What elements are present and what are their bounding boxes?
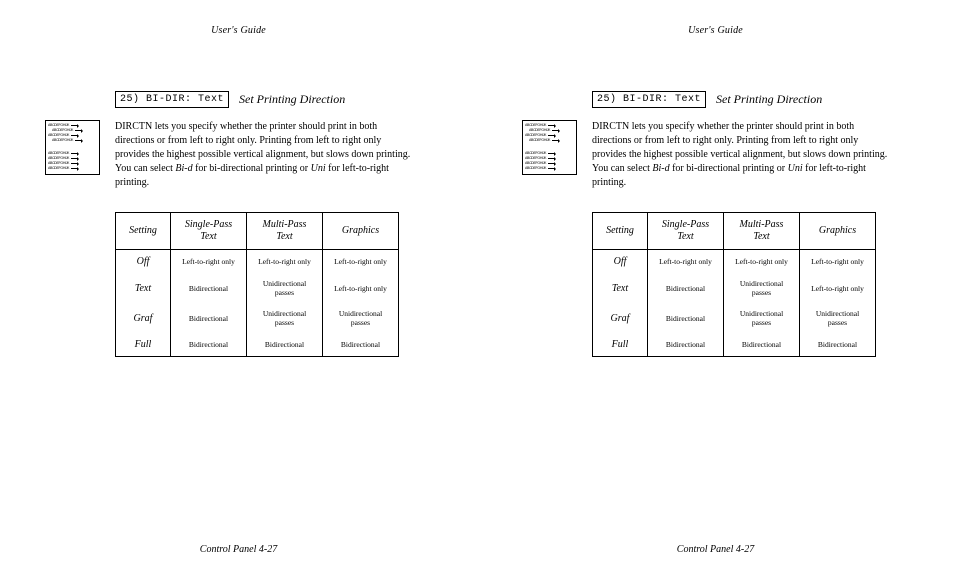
menu-code-box: 25) BI-DIR: Text: [592, 91, 706, 108]
settings-table: Setting Single-Pass Text Multi-Pass Text…: [115, 212, 399, 357]
description-paragraph: DIRCTN lets you specify whether the prin…: [592, 120, 892, 190]
section-heading-row: 25) BI-DIR: Text Set Printing Direction: [115, 91, 457, 108]
page-header: User's Guide: [20, 25, 457, 36]
page-footer: Control Panel 4-27: [0, 544, 477, 555]
col-graphics: Graphics: [323, 213, 399, 250]
section-heading-row: 25) BI-DIR: Text Set Printing Direction: [592, 91, 934, 108]
col-multi: Multi-Pass Text: [247, 213, 323, 250]
menu-code-box: 25) BI-DIR: Text: [115, 91, 229, 108]
print-direction-icon: ABCDEFGHIJK ABCDEFGHIJK ABCDEFGHIJK ABCD…: [45, 120, 100, 175]
settings-table: Setting Single-Pass Text Multi-Pass Text…: [592, 212, 876, 357]
section-title: Set Printing Direction: [716, 92, 822, 107]
col-graphics: Graphics: [800, 213, 876, 250]
table-row: Full Bidirectional Bidirectional Bidirec…: [593, 333, 876, 357]
table-row: Graf Bidirectional Unidirectional passes…: [116, 303, 399, 333]
table-header-row: Setting Single-Pass Text Multi-Pass Text…: [593, 213, 876, 250]
body-row: ABCDEFGHIJK ABCDEFGHIJK ABCDEFGHIJK ABCD…: [522, 120, 934, 190]
table-row: Full Bidirectional Bidirectional Bidirec…: [116, 333, 399, 357]
col-single: Single-Pass Text: [648, 213, 724, 250]
table-row: Off Left-to-right only Left-to-right onl…: [593, 250, 876, 274]
print-direction-icon: ABCDEFGHIJK ABCDEFGHIJK ABCDEFGHIJK ABCD…: [522, 120, 577, 175]
table-row: Off Left-to-right only Left-to-right onl…: [116, 250, 399, 274]
description-paragraph: DIRCTN lets you specify whether the prin…: [115, 120, 415, 190]
page-header: User's Guide: [497, 25, 934, 36]
page-left: User's Guide 25) BI-DIR: Text Set Printi…: [0, 0, 477, 580]
table-header-row: Setting Single-Pass Text Multi-Pass Text…: [116, 213, 399, 250]
body-row: ABCDEFGHIJK ABCDEFGHIJK ABCDEFGHIJK ABCD…: [45, 120, 457, 190]
section-title: Set Printing Direction: [239, 92, 345, 107]
col-setting: Setting: [116, 213, 171, 250]
table-row: Text Bidirectional Unidirectional passes…: [593, 273, 876, 303]
col-single: Single-Pass Text: [171, 213, 247, 250]
page-right: User's Guide 25) BI-DIR: Text Set Printi…: [477, 0, 954, 580]
page-footer: Control Panel 4-27: [477, 544, 954, 555]
col-setting: Setting: [593, 213, 648, 250]
table-row: Graf Bidirectional Unidirectional passes…: [593, 303, 876, 333]
table-row: Text Bidirectional Unidirectional passes…: [116, 273, 399, 303]
col-multi: Multi-Pass Text: [724, 213, 800, 250]
